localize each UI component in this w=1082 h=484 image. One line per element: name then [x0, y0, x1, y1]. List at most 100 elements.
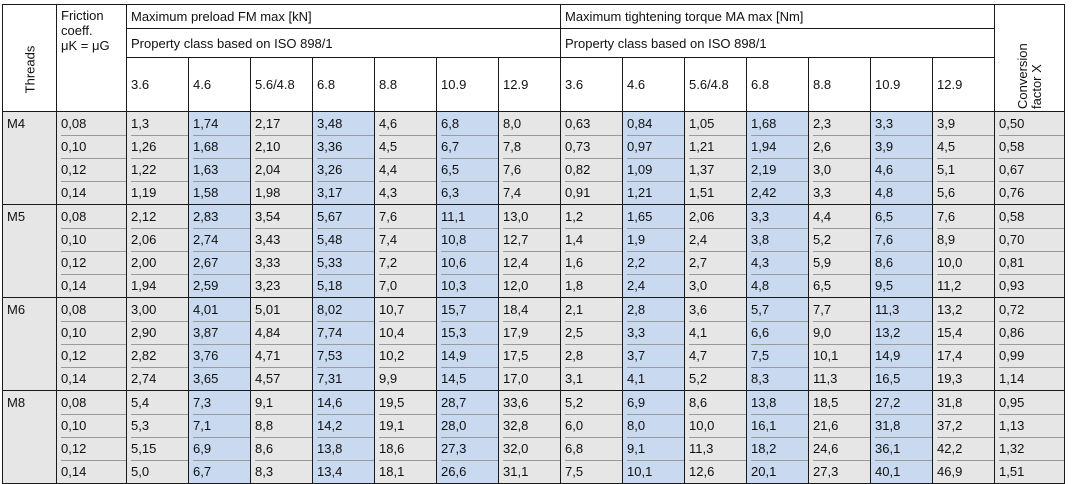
table-cell-value: 31,8 [875, 414, 932, 437]
table-cell-value: 8,3 [751, 367, 808, 390]
table-cell-value: 4,6 [379, 116, 398, 131]
table-cell-value: 0,14 [61, 274, 126, 297]
table-cell-value: 18,4 [503, 302, 529, 317]
table-cell-value: 2,90 [131, 321, 188, 344]
table-cell-value: 1,19 [131, 181, 188, 204]
table-cell-value: 0,10 [61, 135, 126, 158]
table-cell-value: 0,12 [61, 437, 126, 460]
table-cell-value: 11,3 [689, 437, 746, 460]
table-cell-value: 2,00 [131, 251, 188, 274]
table-cell-value: 2,06 [689, 209, 715, 224]
table-cell-value: 7,1 [193, 414, 250, 437]
preload-value-cell: 5,01 4,84 4,71 4,57 [250, 297, 313, 391]
friction-cell: 0,08 0,10 0,12 0,14 [56, 297, 127, 391]
table-cell-value: 1,37 [689, 158, 746, 181]
table-cell-value: 7,4 [503, 181, 560, 204]
table-cell-value: 19,3 [937, 367, 994, 390]
table-cell-value: 0,97 [627, 135, 684, 158]
thread-size-label: M8 [7, 395, 26, 410]
preload-class-header: 6.8 [312, 57, 375, 112]
threads-header-label: Threads [22, 45, 37, 94]
table-cell-value: 0,58 [999, 209, 1025, 224]
table-cell-value: 4,8 [875, 181, 932, 204]
table-cell-value: 4,3 [751, 251, 808, 274]
table-cell-value: 6,8 [441, 116, 460, 131]
torque-value-cell: 1,05 1,21 1,37 1,51 [684, 111, 747, 205]
thread-size-cell: M8 [2, 390, 57, 484]
thread-group-row: M8 0,08 0,10 0,12 0,14 5,4 5,3 5,15 5,0 7,3 7,1 6,9… [2, 390, 1065, 484]
preload-value-cell: 6,8 6,7 6,5 6,3 [436, 111, 499, 205]
conversion-cell: 0,50 0,58 0,67 0,76 [994, 111, 1065, 205]
table-cell-value: 12,0 [503, 274, 560, 297]
torque-class-header: 4.6 [622, 57, 685, 112]
torque-value-cell: 18,5 21,6 24,6 27,3 [808, 390, 871, 484]
torque-value-cell: 1,68 1,94 2,19 2,42 [746, 111, 809, 205]
table-cell-value: 21,6 [813, 414, 870, 437]
torque-value-cell: 1,65 1,9 2,2 2,4 [622, 204, 685, 298]
table-cell-value: 10,0 [689, 414, 746, 437]
table-cell-value: 1,68 [193, 135, 250, 158]
table-cell-value: 3,7 [627, 344, 684, 367]
table-cell-value: 10,1 [813, 344, 870, 367]
table-cell-value: 4,4 [813, 209, 832, 224]
table-cell-value: 2,1 [565, 302, 584, 317]
preload-class-header: 10.9 [436, 57, 499, 112]
table-cell-value: 4,71 [255, 344, 312, 367]
table-cell-value: 9,9 [379, 367, 436, 390]
table-cell-value: 6,6 [751, 321, 808, 344]
table-cell-value: 4,7 [689, 344, 746, 367]
table-cell-value: 6,9 [627, 395, 646, 410]
table-cell-value: 19,1 [379, 414, 436, 437]
table-cell-value: 0,84 [627, 116, 653, 131]
table-cell-value: 1,68 [751, 116, 777, 131]
torque-value-cell: 6,9 8,0 9,1 10,1 [622, 390, 685, 484]
table-cell-value: 0,58 [999, 135, 1064, 158]
preload-value-cell: 13,0 12,7 12,4 12,0 [498, 204, 561, 298]
torque-class-header: 10.9 [870, 57, 933, 112]
friction-cell: 0,08 0,10 0,12 0,14 [56, 111, 127, 205]
table-cell-value: 15,4 [937, 321, 994, 344]
table-cell-value: 17,9 [503, 321, 560, 344]
thread-size-cell: M4 [2, 111, 57, 205]
friction-header-line2: coeff. [61, 23, 93, 38]
table-cell-value: 2,67 [193, 251, 250, 274]
table-cell-value: 7,2 [379, 251, 436, 274]
table-cell-value: 11,2 [937, 274, 994, 297]
table-cell-value: 0,91 [565, 181, 622, 204]
table-cell-value: 5,7 [751, 302, 770, 317]
torque-property-class: Property class based on ISO 898/1 [560, 28, 995, 58]
table-cell-value: 2,19 [751, 158, 808, 181]
torque-value-cell: 0,84 0,97 1,09 1,21 [622, 111, 685, 205]
torque-value-cell: 3,3 3,9 4,6 4,8 [870, 111, 933, 205]
table-cell-value: 3,6 [689, 302, 708, 317]
table-cell-value: 1,14 [999, 367, 1064, 390]
preload-value-cell: 2,12 2,06 2,00 1,94 [126, 204, 189, 298]
preload-value-cell: 3,54 3,43 3,33 3,23 [250, 204, 313, 298]
thread-size-label: M6 [7, 302, 26, 317]
preload-title: Maximum preload FM max [kN] [126, 4, 561, 29]
table-cell-value: 8,9 [937, 228, 994, 251]
table-cell-value: 4,01 [193, 302, 219, 317]
table-cell-value: 5,9 [813, 251, 870, 274]
table-cell-value: 14,9 [875, 344, 932, 367]
torque-value-cell: 2,06 2,4 2,7 3,0 [684, 204, 747, 298]
table-cell-value: 3,43 [255, 228, 312, 251]
preload-value-cell: 3,00 2,90 2,82 2,74 [126, 297, 189, 391]
threads-header: Threads [2, 4, 57, 112]
table-cell-value: 3,3 [813, 181, 870, 204]
table-cell-value: 4,8 [751, 274, 808, 297]
preload-value-cell: 15,7 15,3 14,9 14,5 [436, 297, 499, 391]
table-cell-value: 0,95 [999, 395, 1025, 410]
table-cell-value: 2,5 [565, 321, 622, 344]
table-cell-value: 12,7 [503, 228, 560, 251]
table-cell-value: 0,08 [61, 209, 87, 224]
table-cell-value: 2,6 [813, 135, 870, 158]
table-cell-value: 0,08 [61, 395, 87, 410]
torque-class-header: 12.9 [932, 57, 995, 112]
table-cell-value: 0,10 [61, 228, 126, 251]
table-cell-value: 1,94 [751, 135, 808, 158]
conversion-cell: 0,95 1,13 1,32 1,51 [994, 390, 1065, 484]
table-cell-value: 19,5 [379, 395, 405, 410]
table-cell-value: 1,65 [627, 209, 653, 224]
friction-cell: 0,08 0,10 0,12 0,14 [56, 204, 127, 298]
